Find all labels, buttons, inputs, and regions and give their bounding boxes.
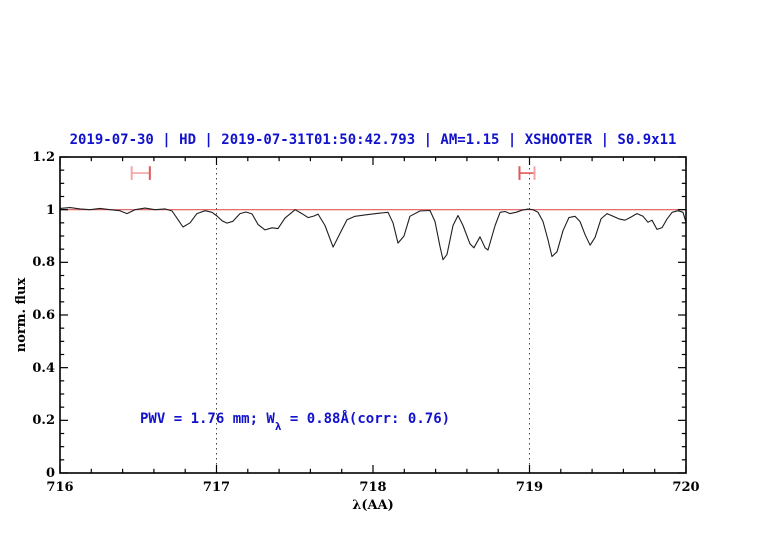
series-telluric-spectrum: [59, 207, 687, 261]
plot-box: [59, 156, 687, 474]
